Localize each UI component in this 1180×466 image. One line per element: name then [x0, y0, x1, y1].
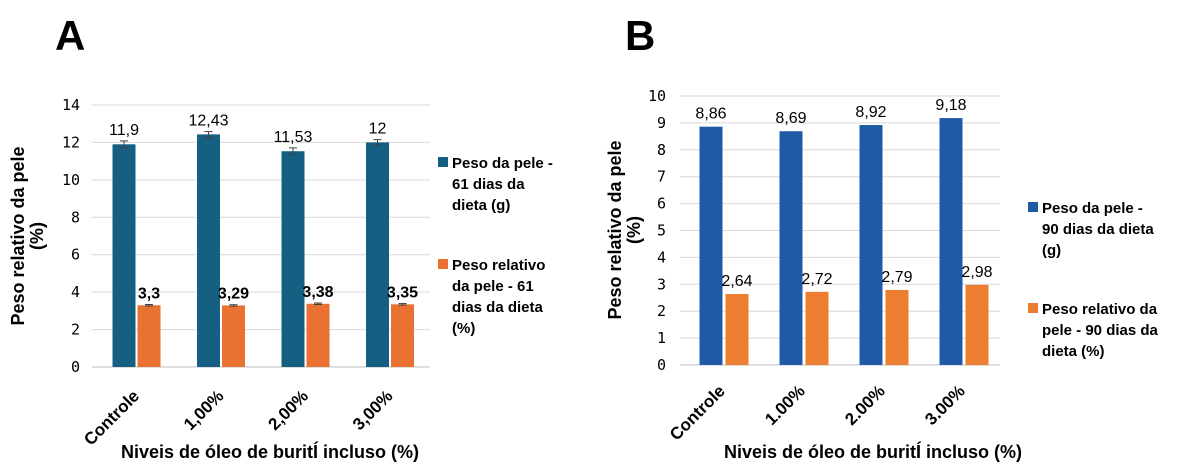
data-label: 2,79: [881, 269, 912, 286]
y-tick-label: 9: [657, 114, 666, 132]
legend-swatch: [1028, 303, 1038, 313]
data-label: 12,43: [188, 113, 228, 130]
data-label: 8,69: [775, 110, 806, 127]
x-tick-label: Controle: [666, 381, 729, 444]
x-tick-label: 1,00%: [180, 386, 228, 434]
data-label: 11,53: [274, 129, 313, 146]
y-tick-label: 6: [657, 195, 666, 213]
panel-letter: A: [55, 12, 85, 59]
data-label: 3,3: [138, 285, 160, 302]
y-tick-label: 2: [71, 321, 80, 339]
y-tick-label: 14: [62, 96, 80, 114]
data-label: 3,29: [218, 286, 249, 303]
y-tick-label: 1: [657, 329, 666, 347]
x-tick-label: 2,00%: [265, 386, 313, 434]
y-tick-label: 12: [62, 133, 80, 151]
bar-series2: [805, 291, 829, 365]
y-tick-label: 10: [62, 171, 80, 189]
panel-letter: B: [625, 12, 655, 59]
bar-series1: [281, 151, 305, 367]
y-tick-label: 0: [657, 356, 666, 374]
bar-series1: [699, 126, 723, 365]
legend-entry: Peso da pele -61 dias da dieta (g): [452, 155, 553, 214]
x-axis-title: Niveis de óleo de buritÍ incluso (%): [121, 441, 419, 462]
data-label: 2,64: [721, 273, 752, 290]
legend-entry: Peso relativo da pele - 61 dias da dieta (%…: [452, 257, 545, 337]
data-label: 8,86: [695, 106, 726, 123]
y-axis-title: Peso relativo da pele(%): [605, 140, 644, 319]
bar-series1: [112, 144, 136, 367]
x-tick-label: 3,00%: [349, 386, 397, 434]
data-label: 3,35: [387, 285, 418, 302]
data-label: 11,9: [109, 122, 139, 139]
y-tick-label: 4: [71, 283, 80, 301]
y-tick-label: 10: [648, 87, 666, 105]
y-tick-label: 8: [71, 208, 80, 226]
data-label: 2,98: [961, 264, 992, 281]
bar-series2: [391, 304, 414, 367]
x-tick-label: 2.00%: [841, 381, 889, 429]
legend-entry: Peso da pele -90 dias da dieta (g): [1042, 200, 1154, 259]
y-tick-label: 3: [657, 275, 666, 293]
y-axis-title: Peso relativo da pele(%): [8, 146, 47, 325]
bar-series2: [725, 293, 749, 365]
x-tick-label: 3.00%: [921, 381, 969, 429]
y-tick-label: 2: [657, 302, 666, 320]
y-tick-label: 4: [657, 248, 666, 266]
data-label: 9,18: [935, 97, 966, 114]
bar-series2: [137, 305, 161, 367]
y-tick-label: 6: [71, 246, 80, 264]
data-label: 2,72: [801, 271, 832, 288]
bar-series1: [939, 118, 963, 365]
y-tick-label: 0: [71, 358, 80, 376]
bar-series2: [965, 284, 989, 365]
legend-swatch: [438, 259, 448, 269]
bar-series1: [859, 125, 883, 365]
bar-series1: [366, 142, 389, 367]
data-label: 8,92: [855, 104, 886, 121]
bar-series1: [197, 134, 220, 367]
legend-swatch: [1028, 202, 1038, 212]
x-tick-label: Controle: [80, 386, 143, 449]
bar-series2: [222, 305, 245, 367]
y-tick-label: 5: [657, 222, 666, 240]
y-tick-label: 7: [657, 168, 666, 186]
bar-series1: [779, 131, 803, 365]
y-tick-label: 8: [657, 141, 666, 159]
x-axis-title: Niveis de óleo de buritÍ incluso (%): [724, 441, 1022, 462]
legend-swatch: [438, 157, 448, 167]
data-label: 3,38: [302, 284, 333, 301]
legend-entry: Peso relativo da pele - 90 dias da dieta (…: [1042, 301, 1159, 360]
bar-series2: [885, 289, 909, 365]
x-tick-label: 1.00%: [761, 381, 809, 429]
data-label: 12: [369, 121, 387, 138]
bar-series2: [306, 303, 330, 367]
